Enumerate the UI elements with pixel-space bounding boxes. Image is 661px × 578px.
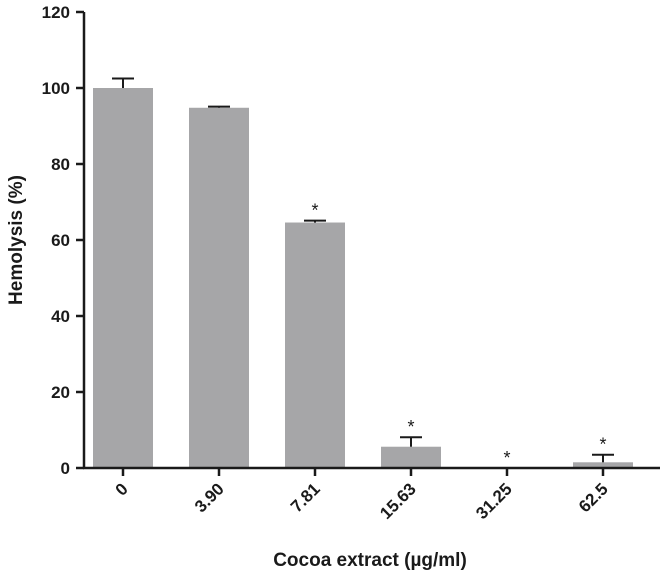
- bar-0: [93, 88, 153, 468]
- y-tick-label-40: 40: [51, 307, 70, 326]
- error-bars-group: [112, 77, 614, 463]
- y-tick-label-60: 60: [51, 231, 70, 250]
- significance-markers-group: * * * *: [311, 201, 606, 468]
- x-axis: 0 3.90 7.81 15.63 31.25 62.5: [83, 466, 660, 523]
- x-tick-label-7.81: 7.81: [287, 479, 324, 516]
- bar-62.5: [573, 462, 633, 468]
- significance-mark-15.63: *: [407, 417, 414, 437]
- significance-mark-62.5: *: [599, 435, 606, 455]
- y-axis-title: Hemolysis (%): [6, 175, 27, 305]
- y-axis: 0 20 40 60 80 100 120: [42, 3, 86, 478]
- y-tick-label-120: 120: [42, 3, 70, 22]
- x-tick-label-15.63: 15.63: [376, 479, 420, 523]
- x-tick-label-31.25: 31.25: [472, 479, 516, 523]
- bar-3.90: [189, 107, 249, 468]
- y-tick-label-80: 80: [51, 155, 70, 174]
- x-tick-label-0: 0: [112, 479, 132, 499]
- bar-15.63: [381, 446, 441, 468]
- significance-mark-31.25: *: [503, 448, 510, 468]
- x-tick-label-62.5: 62.5: [575, 479, 612, 516]
- y-tick-label-0: 0: [61, 459, 70, 478]
- y-tick-label-20: 20: [51, 383, 70, 402]
- bar-7.81: [285, 222, 345, 468]
- bars-group: [93, 88, 633, 468]
- significance-mark-7.81: *: [311, 201, 318, 221]
- x-axis-title: Cocoa extract (µg/ml): [273, 550, 467, 571]
- x-tick-label-3.90: 3.90: [191, 479, 228, 516]
- y-tick-label-100: 100: [42, 79, 70, 98]
